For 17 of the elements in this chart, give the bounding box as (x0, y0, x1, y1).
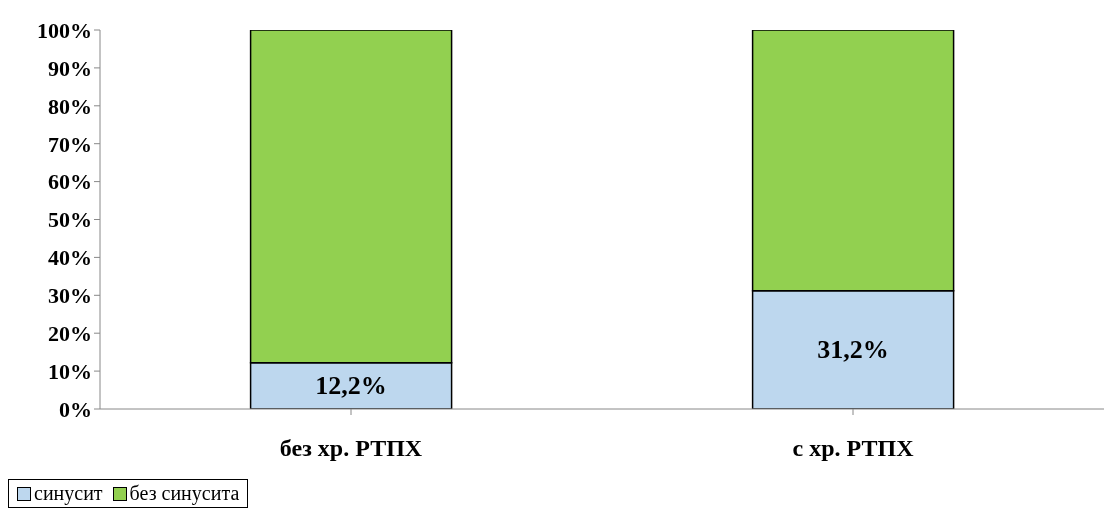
y-tick-label: 80% (48, 93, 92, 119)
y-tick-label: 30% (48, 283, 92, 309)
y-tick-label: 90% (48, 55, 92, 81)
x-tick-label: с хр. РТПХ (792, 435, 915, 462)
y-tick-label: 20% (48, 321, 92, 347)
data-label: 12,2% (315, 371, 387, 401)
y-tick-label: 100% (37, 17, 92, 43)
legend-label: синусит (33, 482, 103, 505)
x-tick-label: без хр. РТПХ (279, 435, 423, 462)
y-tick-label: 10% (48, 358, 92, 384)
y-tick-label: 70% (48, 131, 92, 157)
data-label: 31,2% (817, 335, 889, 365)
y-tick-label: 0% (59, 396, 92, 422)
y-tick-label: 60% (48, 169, 92, 195)
y-tick-label: 40% (48, 245, 92, 271)
legend-label: без синусита (128, 482, 240, 505)
y-tick-label: 50% (48, 207, 92, 233)
